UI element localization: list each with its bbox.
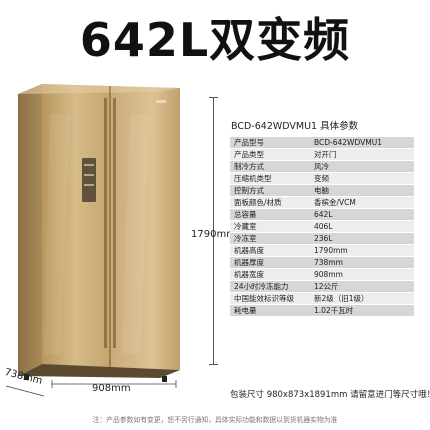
spec-row: 24小时冷冻能力 12公斤 bbox=[230, 280, 414, 293]
fridge-left-handle bbox=[104, 98, 107, 348]
spec-row: 机器宽度 908mm bbox=[230, 268, 414, 281]
width-label: 908mm bbox=[92, 383, 131, 394]
spec-value: 变频 bbox=[310, 172, 414, 185]
spec-value: 406L bbox=[310, 220, 414, 233]
spec-row: 机器高度 1790mm bbox=[230, 244, 414, 257]
fridge-display-panel bbox=[82, 158, 96, 202]
height-dimension-tick-top bbox=[209, 97, 218, 98]
spec-row: 总容量 642L bbox=[230, 208, 414, 221]
spec-key: 机器宽度 bbox=[230, 268, 310, 281]
spec-row: 制冷方式 风冷 bbox=[230, 160, 414, 173]
spec-row: 面板颜色/材质 香槟金/VCM bbox=[230, 196, 414, 209]
fridge-side-panel bbox=[18, 84, 42, 376]
spec-value: 1.02千瓦时 bbox=[310, 304, 414, 317]
spec-row: 产品类型 对开门 bbox=[230, 148, 414, 161]
height-dimension-tick-bottom bbox=[209, 364, 218, 365]
spec-value: 电脑 bbox=[310, 184, 414, 197]
fridge-image bbox=[5, 84, 180, 397]
spec-key: 中国能效标识等级 bbox=[230, 292, 310, 305]
fridge-right-handle bbox=[113, 98, 116, 348]
spec-key: 冷藏室 bbox=[230, 220, 310, 233]
spec-key: 产品型号 bbox=[230, 137, 310, 149]
spec-key: 总容量 bbox=[230, 208, 310, 221]
fridge-illustration bbox=[0, 74, 230, 404]
spec-key: 机器厚度 bbox=[230, 256, 310, 269]
spec-key: 24小时冷冻能力 bbox=[230, 280, 310, 293]
spec-key: 机器高度 bbox=[230, 244, 310, 257]
spec-table: 产品型号 BCD-642WDVMU1 产品类型 对开门 制冷方式 风冷 压缩机类型 变频 控制方… bbox=[230, 137, 414, 317]
spec-key: 面板颜色/材质 bbox=[230, 196, 310, 209]
spec-key: 冷冻室 bbox=[230, 232, 310, 245]
spec-row: 机器厚度 738mm bbox=[230, 256, 414, 269]
spec-value: 12公斤 bbox=[310, 280, 414, 293]
spec-value: 风冷 bbox=[310, 160, 414, 173]
spec-value: 908mm bbox=[310, 268, 414, 281]
spec-row: 冷藏室 406L bbox=[230, 220, 414, 233]
spec-key: 耗电量 bbox=[230, 304, 310, 317]
spec-row: 中国能效标识等级 新2级（旧1级） bbox=[230, 292, 414, 305]
spec-value: 1790mm bbox=[310, 244, 414, 257]
spec-key: 产品类型 bbox=[230, 148, 310, 161]
page-title: 642L双变频 bbox=[79, 13, 351, 67]
spec-value: BCD-642WDVMU1 bbox=[310, 137, 414, 149]
fridge-right-door bbox=[110, 86, 180, 370]
spec-row: 冷冻室 236L bbox=[230, 232, 414, 245]
spec-value: 香槟金/VCM bbox=[310, 196, 414, 209]
height-dimension-line bbox=[213, 97, 214, 365]
spec-value: 738mm bbox=[310, 256, 414, 269]
spec-key: 压缩机类型 bbox=[230, 172, 310, 185]
spec-title: BCD-642WDVMU1 具体参数 bbox=[231, 121, 359, 132]
spec-value: 642L bbox=[310, 208, 414, 221]
footer-disclaimer: 注：产品参数如有变更，恕不另行通知，具体实际功能和数据以到货机器实物为准 bbox=[92, 416, 338, 424]
fridge-left-door bbox=[42, 84, 110, 368]
spec-row: 控制方式 电脑 bbox=[230, 184, 414, 197]
spec-key: 制冷方式 bbox=[230, 160, 310, 173]
spec-value: 新2级（旧1级） bbox=[310, 292, 414, 305]
spec-value: 对开门 bbox=[310, 148, 414, 161]
spec-row: 产品型号 BCD-642WDVMU1 bbox=[230, 137, 414, 149]
spec-row: 压缩机类型 变频 bbox=[230, 172, 414, 185]
spec-row: 耗电量 1.02千瓦时 bbox=[230, 304, 414, 317]
brand-logo bbox=[156, 100, 166, 103]
spec-key: 控制方式 bbox=[230, 184, 310, 197]
height-label: 1790mm bbox=[191, 229, 236, 240]
packing-size-note: 包装尺寸 980x873x1891mm 请留意进门等尺寸哦！ bbox=[230, 390, 430, 400]
spec-value: 236L bbox=[310, 232, 414, 245]
